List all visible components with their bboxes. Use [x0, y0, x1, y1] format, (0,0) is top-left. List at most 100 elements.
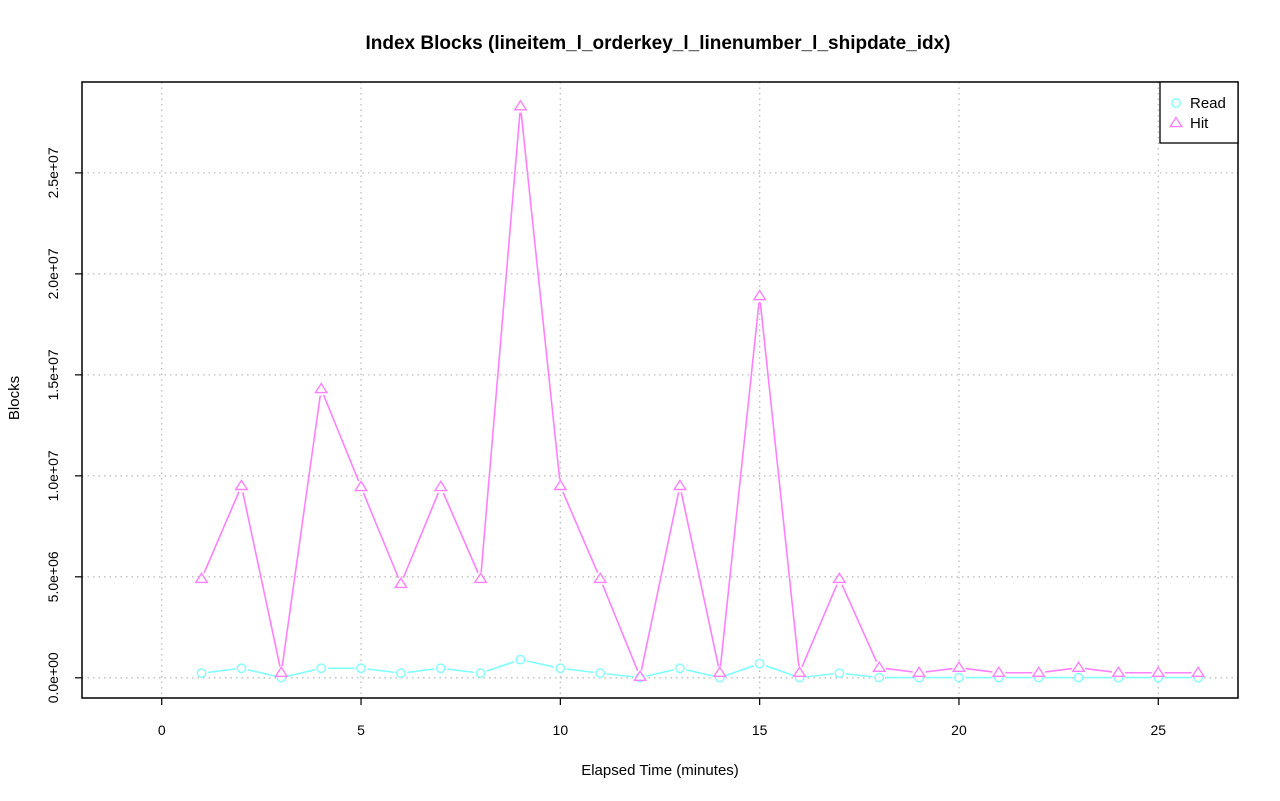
data-point-hit: [1071, 660, 1086, 672]
data-point-hit: [912, 665, 927, 678]
data-point-hit: [433, 480, 448, 492]
series-line-segment: [841, 584, 878, 663]
data-point-hit: [274, 665, 289, 678]
legend: Read Hit: [1159, 81, 1239, 144]
data-point-read: [675, 663, 685, 674]
data-point-hit: [353, 480, 369, 492]
legend-item-hit: Hit: [1168, 115, 1209, 132]
legend-label: Read: [1190, 95, 1226, 112]
x-tick-label: 0: [158, 722, 166, 738]
series-line-segment: [719, 302, 760, 667]
legend-box: [1159, 81, 1239, 144]
data-point-hit: [194, 572, 209, 584]
series-line-segment: [566, 668, 594, 674]
chart-title: Index Blocks (lineitem_l_orderkey_l_line…: [366, 33, 951, 54]
series-line-segment: [562, 491, 599, 574]
data-point-hit: [593, 572, 608, 584]
data-point-hit: [951, 660, 967, 672]
data-point-read: [874, 672, 885, 683]
data-point-hit: [832, 572, 847, 584]
series-line-segment: [885, 667, 913, 673]
series-line-segment: [362, 492, 400, 579]
series-line-segment: [601, 584, 639, 672]
data-point-hit: [872, 660, 887, 672]
x-tick-label: 5: [357, 722, 365, 738]
x-tick-label: 10: [553, 722, 569, 738]
series-line-segment: [925, 667, 953, 673]
series-line-segment: [442, 492, 479, 574]
data-point-read: [435, 663, 446, 674]
series-line-segment: [322, 394, 360, 482]
data-point-hit: [314, 382, 329, 394]
axes: 0 5 10 15 20 25 0.0e+00 5.0e+06 1.0e+07 1.5e+07 2.…: [45, 147, 1166, 738]
data-point-hit: [1111, 665, 1126, 678]
y-tick-label: 1.5e+07: [45, 349, 61, 400]
x-tick-label: 20: [951, 722, 967, 738]
series-line-segment: [203, 491, 240, 574]
series-line-segment: [680, 492, 720, 667]
series-line-segment: [486, 660, 515, 672]
series-line-segment: [287, 669, 316, 677]
y-tick-label: 2.0e+07: [45, 248, 61, 299]
x-tick-label: 15: [752, 722, 768, 738]
series-line-segment: [407, 668, 435, 674]
data-point-hit: [991, 665, 1006, 678]
y-axis-title: Blocks: [6, 376, 23, 420]
series-line-segment: [606, 673, 634, 678]
data-point-hit: [1151, 665, 1166, 678]
data-point-hit: [1191, 665, 1206, 678]
series-line-segment: [765, 665, 794, 677]
data-point-read: [1073, 672, 1084, 683]
series-line-segment: [402, 492, 440, 579]
series-line-segment: [520, 112, 561, 480]
data-point-read: [834, 668, 845, 679]
series-line-segment: [247, 669, 276, 677]
series-read: [196, 654, 1204, 683]
series-line-segment: [1084, 667, 1113, 673]
series-line-segment: [805, 673, 834, 678]
data-point-read: [515, 654, 526, 665]
data-point-read: [595, 668, 606, 679]
data-point-read: [555, 663, 566, 674]
legend-marker-read: [1171, 98, 1181, 108]
series-line-segment: [845, 673, 873, 678]
grid-lines: [82, 82, 1238, 698]
x-tick-label: 25: [1150, 722, 1166, 738]
data-point-hit: [234, 479, 249, 491]
series-line-segment: [526, 660, 555, 668]
series-line-segment: [725, 665, 754, 677]
data-point-hit: [553, 479, 568, 491]
data-point-read: [954, 672, 964, 683]
x-axis-title: Elapsed Time (minutes): [581, 762, 739, 779]
data-point-hit: [712, 665, 727, 678]
x-axis: 0 5 10 15 20 25: [158, 698, 1166, 738]
data-point-read: [395, 668, 406, 679]
plot-frame: [81, 81, 1239, 699]
legend-marker-hit: [1168, 116, 1184, 128]
data-point-read: [236, 663, 247, 674]
data-point-read: [316, 663, 327, 674]
series-line-segment: [367, 668, 395, 674]
legend-item-read: Read: [1171, 95, 1226, 112]
data-point-hit: [752, 289, 767, 301]
data-point-hit: [633, 669, 648, 682]
data-point-read: [356, 663, 366, 674]
series-line-segment: [242, 492, 281, 667]
series-hit: [194, 99, 1206, 682]
data-point-hit: [393, 577, 408, 589]
legend-label: Hit: [1190, 115, 1209, 132]
data-point-read: [475, 668, 486, 679]
y-tick-label: 2.5e+07: [45, 147, 61, 198]
data-point-hit: [672, 479, 687, 491]
series-line-segment: [965, 667, 993, 673]
series-line-segment: [480, 112, 521, 573]
series-line-segment: [759, 302, 800, 667]
series-line-segment: [801, 584, 838, 668]
data-point-read: [754, 658, 765, 669]
y-axis: 0.0e+00 5.0e+06 1.0e+07 1.5e+07 2.0e+07 2.5e+…: [45, 147, 82, 703]
data-point-hit: [473, 572, 488, 584]
series-line-segment: [1045, 667, 1073, 673]
series-line-segment: [447, 668, 475, 674]
series-line-segment: [640, 492, 680, 671]
